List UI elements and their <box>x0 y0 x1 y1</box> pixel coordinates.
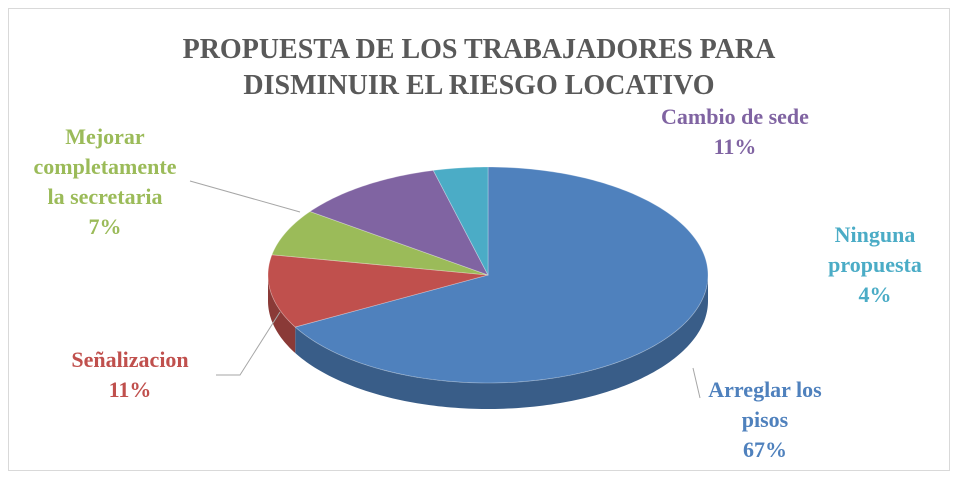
slice <box>309 169 489 276</box>
chart-title: PROPUESTA DE LOS TRABAJADORES PARA DISMI… <box>182 34 776 101</box>
category-label: Señalizacion <box>71 347 189 372</box>
category-label: Arreglar los pisos <box>708 377 822 432</box>
data-label: Ninguna propuesta 4% <box>790 220 958 310</box>
value-label: 67% <box>743 437 787 462</box>
category-label: Ninguna propuesta <box>828 222 922 277</box>
slice <box>294 166 709 384</box>
category-label: Mejorar completamente la secretaria <box>33 124 177 209</box>
value-label: 4% <box>858 282 892 307</box>
data-label: Cambio de sede 11% <box>660 102 810 162</box>
slice-side <box>295 275 708 409</box>
leader-line <box>692 367 701 399</box>
category-label: Cambio de sede <box>661 104 809 129</box>
chart-border <box>8 8 950 471</box>
leader-line <box>216 311 281 376</box>
slice <box>267 254 489 328</box>
value-label: 11% <box>108 377 152 402</box>
value-label: 7% <box>88 214 122 239</box>
data-label: Mejorar completamente la secretaria 7% <box>30 122 180 242</box>
slice <box>432 166 489 276</box>
slice <box>271 211 489 276</box>
data-label: Señalizacion 11% <box>35 345 225 405</box>
leader-line <box>189 180 301 213</box>
slice-side <box>268 275 296 354</box>
data-label: Arreglar los pisos 67% <box>690 375 840 465</box>
value-label: 11% <box>713 134 757 159</box>
